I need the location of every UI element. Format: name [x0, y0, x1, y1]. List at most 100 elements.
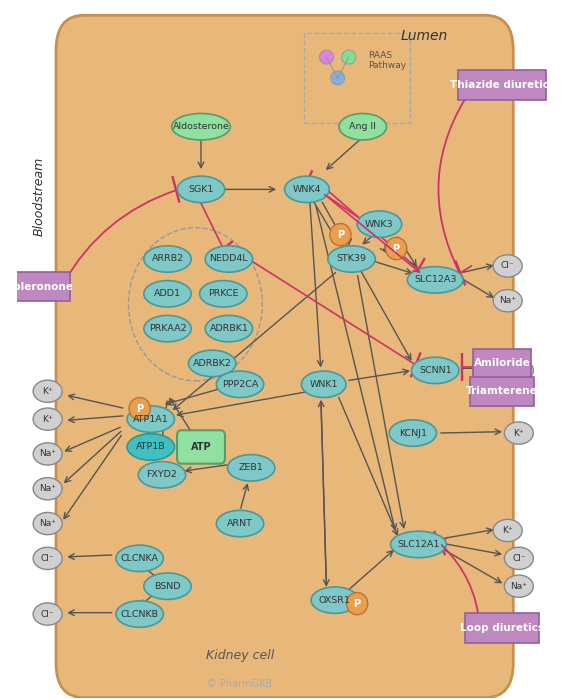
Ellipse shape: [311, 587, 358, 613]
Ellipse shape: [144, 573, 191, 600]
Ellipse shape: [33, 442, 62, 465]
Ellipse shape: [33, 380, 62, 403]
Ellipse shape: [411, 357, 459, 384]
Text: STK39: STK39: [336, 254, 366, 264]
Ellipse shape: [385, 238, 407, 260]
Ellipse shape: [505, 359, 533, 382]
Ellipse shape: [33, 477, 62, 500]
Text: ADD1: ADD1: [154, 289, 181, 298]
Ellipse shape: [493, 255, 522, 277]
Text: Loop diuretics: Loop diuretics: [460, 623, 544, 633]
Ellipse shape: [285, 176, 329, 203]
Text: Bloodstream: Bloodstream: [33, 157, 46, 236]
Text: Na⁺: Na⁺: [499, 296, 516, 305]
Text: ADRBK1: ADRBK1: [210, 324, 248, 333]
Text: KCNJ1: KCNJ1: [399, 428, 427, 438]
Text: SLC12A3: SLC12A3: [414, 275, 456, 284]
Text: WNK3: WNK3: [365, 219, 394, 229]
Text: ARRB2: ARRB2: [151, 254, 184, 264]
Text: Epleronone: Epleronone: [6, 282, 73, 292]
Ellipse shape: [205, 315, 252, 342]
FancyBboxPatch shape: [458, 71, 546, 99]
Text: Ang II: Ang II: [349, 122, 376, 131]
Text: Cl⁻: Cl⁻: [501, 261, 514, 271]
Ellipse shape: [217, 371, 264, 398]
Text: CLCNKB: CLCNKB: [120, 610, 158, 619]
Ellipse shape: [505, 547, 533, 570]
Text: Cl⁻: Cl⁻: [41, 554, 55, 563]
Ellipse shape: [342, 50, 356, 64]
Text: Na⁺: Na⁺: [39, 449, 56, 459]
Ellipse shape: [347, 593, 367, 614]
Ellipse shape: [172, 113, 230, 140]
Text: WNK1: WNK1: [309, 380, 338, 389]
Ellipse shape: [205, 246, 252, 272]
Text: CLCNKA: CLCNKA: [120, 554, 158, 563]
Text: Lumen: Lumen: [400, 29, 448, 43]
Ellipse shape: [320, 50, 334, 64]
Ellipse shape: [328, 246, 375, 272]
Text: ATP1A1: ATP1A1: [133, 415, 169, 424]
Ellipse shape: [505, 422, 533, 444]
Text: © PharmGKB: © PharmGKB: [207, 679, 272, 689]
Ellipse shape: [407, 266, 463, 293]
Text: K⁺: K⁺: [502, 526, 513, 535]
Text: WNK4: WNK4: [293, 185, 321, 194]
Text: K⁺: K⁺: [42, 387, 53, 396]
Ellipse shape: [127, 434, 175, 460]
Text: Aldosterone: Aldosterone: [173, 122, 229, 131]
FancyBboxPatch shape: [470, 377, 535, 406]
Text: BSND: BSND: [154, 582, 181, 591]
Text: ATP1B: ATP1B: [136, 442, 166, 452]
Text: K⁺: K⁺: [42, 415, 53, 424]
Text: Na⁺: Na⁺: [39, 484, 56, 493]
Ellipse shape: [391, 531, 446, 558]
Ellipse shape: [33, 603, 62, 625]
Text: Cl⁻: Cl⁻: [512, 554, 526, 563]
Ellipse shape: [177, 176, 225, 203]
Text: K⁺: K⁺: [514, 428, 524, 438]
Text: Thiazide diuretics: Thiazide diuretics: [449, 80, 555, 90]
Ellipse shape: [339, 113, 386, 140]
Text: Kidney cell: Kidney cell: [206, 649, 274, 663]
Text: Amiloride: Amiloride: [473, 359, 530, 368]
Text: P: P: [393, 243, 400, 254]
FancyBboxPatch shape: [56, 15, 513, 698]
Ellipse shape: [217, 510, 264, 537]
Text: PPP2CA: PPP2CA: [222, 380, 258, 389]
Text: Na⁺: Na⁺: [39, 519, 56, 528]
Ellipse shape: [301, 371, 346, 398]
Ellipse shape: [138, 461, 185, 488]
Text: Na⁺: Na⁺: [510, 366, 528, 375]
FancyBboxPatch shape: [465, 613, 540, 642]
Text: SGK1: SGK1: [188, 185, 214, 194]
Ellipse shape: [188, 350, 236, 377]
Ellipse shape: [357, 211, 401, 238]
Text: PRKAA2: PRKAA2: [149, 324, 187, 333]
Ellipse shape: [33, 547, 62, 570]
Ellipse shape: [330, 224, 351, 246]
Text: PRKCE: PRKCE: [208, 289, 238, 298]
Text: RAAS
Pathway: RAAS Pathway: [368, 51, 407, 71]
Ellipse shape: [144, 315, 191, 342]
Text: P: P: [337, 230, 344, 240]
Text: SCNN1: SCNN1: [419, 366, 452, 375]
Text: ZEB1: ZEB1: [239, 463, 264, 473]
Ellipse shape: [127, 406, 175, 433]
Ellipse shape: [505, 575, 533, 598]
Ellipse shape: [33, 512, 62, 535]
Ellipse shape: [493, 289, 522, 312]
Text: ATP: ATP: [191, 442, 211, 452]
Ellipse shape: [493, 519, 522, 542]
Ellipse shape: [144, 246, 191, 272]
Text: P: P: [136, 404, 143, 414]
Text: NEDD4L: NEDD4L: [210, 254, 248, 264]
FancyBboxPatch shape: [177, 431, 225, 463]
Text: ARNT: ARNT: [227, 519, 253, 528]
Ellipse shape: [116, 601, 164, 627]
Ellipse shape: [389, 420, 437, 446]
Ellipse shape: [33, 408, 62, 431]
FancyBboxPatch shape: [473, 349, 531, 378]
FancyBboxPatch shape: [9, 272, 70, 301]
Text: ADRBK2: ADRBK2: [193, 359, 232, 368]
